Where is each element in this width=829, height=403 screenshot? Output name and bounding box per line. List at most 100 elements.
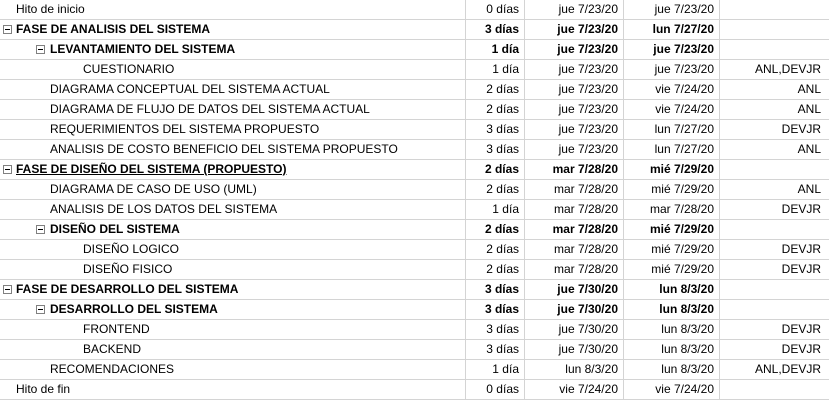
- task-start-date[interactable]: jue 7/23/20: [525, 140, 624, 159]
- task-end-date[interactable]: lun 8/3/20: [624, 360, 720, 379]
- task-row[interactable]: DISEÑO FISICO 2 días mar 7/28/20 mié 7/29/2…: [0, 260, 829, 280]
- task-end-date[interactable]: jue 7/23/20: [624, 60, 720, 79]
- task-end-date[interactable]: lun 8/3/20: [624, 320, 720, 339]
- summary-task-row[interactable]: LEVANTAMIENTO DEL SISTEMA 1 día jue 7/23/2…: [0, 40, 829, 60]
- task-duration[interactable]: 1 día: [466, 60, 525, 79]
- task-name-cell[interactable]: Hito de fin: [0, 380, 466, 399]
- summary-task-row[interactable]: DESARROLLO DEL SISTEMA 3 días jue 7/30/20 l…: [0, 300, 829, 320]
- task-duration[interactable]: 2 días: [466, 100, 525, 119]
- task-name-cell[interactable]: DIAGRAMA CONCEPTUAL DEL SISTEMA ACTUAL: [0, 80, 466, 99]
- task-resources[interactable]: [720, 160, 829, 179]
- task-start-date[interactable]: jue 7/30/20: [525, 320, 624, 339]
- task-duration[interactable]: 3 días: [466, 140, 525, 159]
- summary-task-row[interactable]: FASE DE DISEÑO DEL SISTEMA (PROPUESTO) 2 …: [0, 160, 829, 180]
- task-row[interactable]: DIAGRAMA CONCEPTUAL DEL SISTEMA ACTUAL 2 …: [0, 80, 829, 100]
- task-name-cell[interactable]: DISEÑO LOGICO: [0, 240, 466, 259]
- task-row[interactable]: Hito de inicio 0 días jue 7/23/20 jue 7/23/…: [0, 0, 829, 20]
- task-start-date[interactable]: jue 7/30/20: [525, 340, 624, 359]
- task-end-date[interactable]: lun 7/27/20: [624, 20, 720, 39]
- task-end-date[interactable]: lun 7/27/20: [624, 140, 720, 159]
- task-end-date[interactable]: vie 7/24/20: [624, 80, 720, 99]
- task-duration[interactable]: 3 días: [466, 300, 525, 319]
- task-row[interactable]: FRONTEND 3 días jue 7/30/20 lun 8/3/20 DEVJR: [0, 320, 829, 340]
- task-start-date[interactable]: jue 7/30/20: [525, 280, 624, 299]
- task-start-date[interactable]: mar 7/28/20: [525, 160, 624, 179]
- task-resources[interactable]: DEVJR: [781, 262, 821, 276]
- task-name-cell[interactable]: DISEÑO DEL SISTEMA: [0, 220, 466, 239]
- summary-task-row[interactable]: DISEÑO DEL SISTEMA 2 días mar 7/28/20 mié 7…: [0, 220, 829, 240]
- task-start-date[interactable]: jue 7/23/20: [525, 0, 624, 19]
- task-resources[interactable]: [720, 20, 829, 39]
- task-duration[interactable]: 3 días: [466, 340, 525, 359]
- task-duration[interactable]: 3 días: [466, 280, 525, 299]
- summary-task-row[interactable]: FASE DE ANALISIS DEL SISTEMA 3 días jue 7/…: [0, 20, 829, 40]
- task-resources[interactable]: ANL: [797, 142, 821, 156]
- task-end-date[interactable]: jue 7/23/20: [624, 0, 720, 19]
- task-row[interactable]: BACKEND 3 días jue 7/30/20 lun 8/3/20 DEVJR: [0, 340, 829, 360]
- task-name-cell[interactable]: FASE DE DISEÑO DEL SISTEMA (PROPUESTO): [0, 160, 466, 179]
- task-resources[interactable]: [720, 280, 829, 299]
- task-duration[interactable]: 1 día: [466, 40, 525, 59]
- task-duration[interactable]: 1 día: [466, 360, 525, 379]
- task-start-date[interactable]: jue 7/30/20: [525, 300, 624, 319]
- task-resources[interactable]: ANL: [797, 82, 821, 96]
- task-name-cell[interactable]: RECOMENDACIONES: [0, 360, 466, 379]
- task-row[interactable]: Hito de fin 0 días vie 7/24/20 vie 7/24/20: [0, 380, 829, 400]
- collapse-toggle-icon[interactable]: [3, 165, 12, 174]
- task-end-date[interactable]: mié 7/29/20: [624, 180, 720, 199]
- task-row[interactable]: REQUERIMIENTOS DEL SISTEMA PROPUESTO 3 dí…: [0, 120, 829, 140]
- task-start-date[interactable]: jue 7/23/20: [525, 100, 624, 119]
- task-start-date[interactable]: mar 7/28/20: [525, 200, 624, 219]
- task-name-cell[interactable]: DISEÑO FISICO: [0, 260, 466, 279]
- task-end-date[interactable]: mié 7/29/20: [624, 240, 720, 259]
- task-resources[interactable]: [720, 40, 829, 59]
- task-resources[interactable]: [720, 0, 829, 19]
- task-end-date[interactable]: lun 8/3/20: [624, 300, 720, 319]
- task-start-date[interactable]: mar 7/28/20: [525, 240, 624, 259]
- task-start-date[interactable]: vie 7/24/20: [525, 380, 624, 399]
- task-name-cell[interactable]: ANALISIS DE LOS DATOS DEL SISTEMA: [0, 200, 466, 219]
- task-resources[interactable]: DEVJR: [781, 322, 821, 336]
- task-duration[interactable]: 0 días: [466, 0, 525, 19]
- task-name-cell[interactable]: LEVANTAMIENTO DEL SISTEMA: [0, 40, 466, 59]
- task-resources[interactable]: DEVJR: [781, 122, 821, 136]
- task-resources[interactable]: ANL: [797, 102, 821, 116]
- task-duration[interactable]: 3 días: [466, 20, 525, 39]
- task-end-date[interactable]: mar 7/28/20: [624, 200, 720, 219]
- task-duration[interactable]: 1 día: [466, 200, 525, 219]
- task-end-date[interactable]: jue 7/23/20: [624, 40, 720, 59]
- task-start-date[interactable]: jue 7/23/20: [525, 40, 624, 59]
- task-resources[interactable]: [720, 300, 829, 319]
- task-resources[interactable]: DEVJR: [781, 342, 821, 356]
- task-name-cell[interactable]: DESARROLLO DEL SISTEMA: [0, 300, 466, 319]
- task-duration[interactable]: 2 días: [466, 160, 525, 179]
- task-name-cell[interactable]: REQUERIMIENTOS DEL SISTEMA PROPUESTO: [0, 120, 466, 139]
- task-row[interactable]: DIAGRAMA DE CASO DE USO (UML) 2 días mar 7…: [0, 180, 829, 200]
- task-duration[interactable]: 2 días: [466, 180, 525, 199]
- task-row[interactable]: ANALISIS DE LOS DATOS DEL SISTEMA 1 día ma…: [0, 200, 829, 220]
- task-name-cell[interactable]: Hito de inicio: [0, 0, 466, 19]
- task-start-date[interactable]: jue 7/23/20: [525, 80, 624, 99]
- task-name-cell[interactable]: FRONTEND: [0, 320, 466, 339]
- task-start-date[interactable]: lun 8/3/20: [525, 360, 624, 379]
- task-duration[interactable]: 3 días: [466, 320, 525, 339]
- task-start-date[interactable]: jue 7/23/20: [525, 120, 624, 139]
- task-row[interactable]: DIAGRAMA DE FLUJO DE DATOS DEL SISTEMA A…: [0, 100, 829, 120]
- task-resources[interactable]: [720, 220, 829, 239]
- task-end-date[interactable]: mié 7/29/20: [624, 220, 720, 239]
- task-start-date[interactable]: mar 7/28/20: [525, 260, 624, 279]
- task-name-cell[interactable]: CUESTIONARIO: [0, 60, 466, 79]
- task-duration[interactable]: 2 días: [466, 260, 525, 279]
- task-row[interactable]: RECOMENDACIONES 1 día lun 8/3/20 lun 8/3/20…: [0, 360, 829, 380]
- task-resources[interactable]: [720, 380, 829, 399]
- collapse-toggle-icon[interactable]: [36, 305, 45, 314]
- task-end-date[interactable]: lun 7/27/20: [624, 120, 720, 139]
- task-duration[interactable]: 0 días: [466, 380, 525, 399]
- task-name-cell[interactable]: DIAGRAMA DE FLUJO DE DATOS DEL SISTEMA A…: [0, 100, 466, 119]
- summary-task-row[interactable]: FASE DE DESARROLLO DEL SISTEMA 3 días jue …: [0, 280, 829, 300]
- task-resources[interactable]: ANL,DEVJR: [754, 62, 821, 76]
- task-name-cell[interactable]: DIAGRAMA DE CASO DE USO (UML): [0, 180, 466, 199]
- task-resources[interactable]: ANL,DEVJR: [754, 362, 821, 376]
- task-duration[interactable]: 2 días: [466, 80, 525, 99]
- task-name-cell[interactable]: FASE DE DESARROLLO DEL SISTEMA: [0, 280, 466, 299]
